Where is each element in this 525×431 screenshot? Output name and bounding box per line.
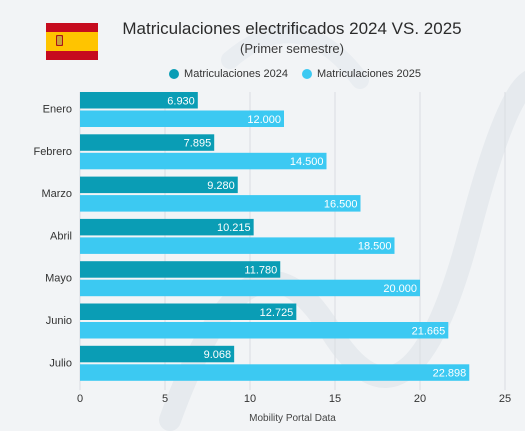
bar-2024 xyxy=(80,218,254,236)
bar-value-label: 9.280 xyxy=(207,180,235,192)
bar-2025 xyxy=(80,195,361,212)
bar-value-label: 14.500 xyxy=(290,156,324,168)
x-tick-label: 25 xyxy=(499,393,511,405)
bar-value-label: 18.500 xyxy=(358,241,392,253)
legend-label-2025: Matriculaciones 2025 xyxy=(317,68,421,80)
bar-2024 xyxy=(80,345,235,363)
bar-2025 xyxy=(80,364,470,381)
spain-flag-icon xyxy=(46,23,98,60)
bar-2025 xyxy=(80,279,420,297)
chart-title: Matriculaciones electrificados 2024 VS. … xyxy=(122,19,462,38)
x-tick-label: 15 xyxy=(329,393,341,405)
bar-2024 xyxy=(80,303,297,320)
bar-value-label: 11.780 xyxy=(244,264,277,276)
bar-2025 xyxy=(80,152,327,170)
bar-value-label: 20.000 xyxy=(383,283,417,295)
x-axis-label: Mobility Portal Data xyxy=(249,413,336,424)
legend-swatch-2025 xyxy=(302,69,312,79)
legend-swatch-2024 xyxy=(169,69,180,79)
x-tick-label: 0 xyxy=(77,393,83,405)
bar-2024 xyxy=(80,134,215,151)
bar-value-label: 21.665 xyxy=(412,325,446,337)
category-label: Mayo xyxy=(45,273,72,285)
bar-value-label: 6.930 xyxy=(167,95,195,107)
bar-2025 xyxy=(80,110,284,127)
legend-item-2025: Matriculaciones 2025 xyxy=(302,68,421,80)
x-tick-label: 10 xyxy=(244,393,256,405)
category-label: Enero xyxy=(43,104,72,116)
category-label: Febrero xyxy=(33,146,72,158)
bar-2025 xyxy=(80,237,395,254)
chart-legend: Matriculaciones 2024 Matriculaciones 202… xyxy=(160,68,430,80)
legend-label-2024: Matriculaciones 2024 xyxy=(184,68,288,80)
bar-2024 xyxy=(80,176,238,194)
bar-2024 xyxy=(80,261,281,278)
category-label: Marzo xyxy=(41,188,72,200)
bar-value-label: 10.215 xyxy=(217,222,251,234)
bar-value-label: 9.068 xyxy=(204,349,232,361)
legend-item-2024: Matriculaciones 2024 xyxy=(169,68,288,80)
category-label: Abril xyxy=(50,230,72,242)
bar-value-label: 12.725 xyxy=(260,307,294,319)
bar-2025 xyxy=(80,322,449,339)
bar-value-label: 22.898 xyxy=(433,368,467,380)
bar-value-label: 12.000 xyxy=(247,114,281,126)
category-label: Junio xyxy=(46,315,72,327)
category-label: Julio xyxy=(49,357,72,369)
bar-2024 xyxy=(80,92,198,109)
x-tick-label: 5 xyxy=(162,393,168,405)
x-tick-label: 20 xyxy=(414,393,426,405)
chart-subtitle: (Primer semestre) xyxy=(239,41,344,56)
bar-value-label: 7.895 xyxy=(184,138,212,150)
bar-value-label: 16.500 xyxy=(324,198,358,210)
